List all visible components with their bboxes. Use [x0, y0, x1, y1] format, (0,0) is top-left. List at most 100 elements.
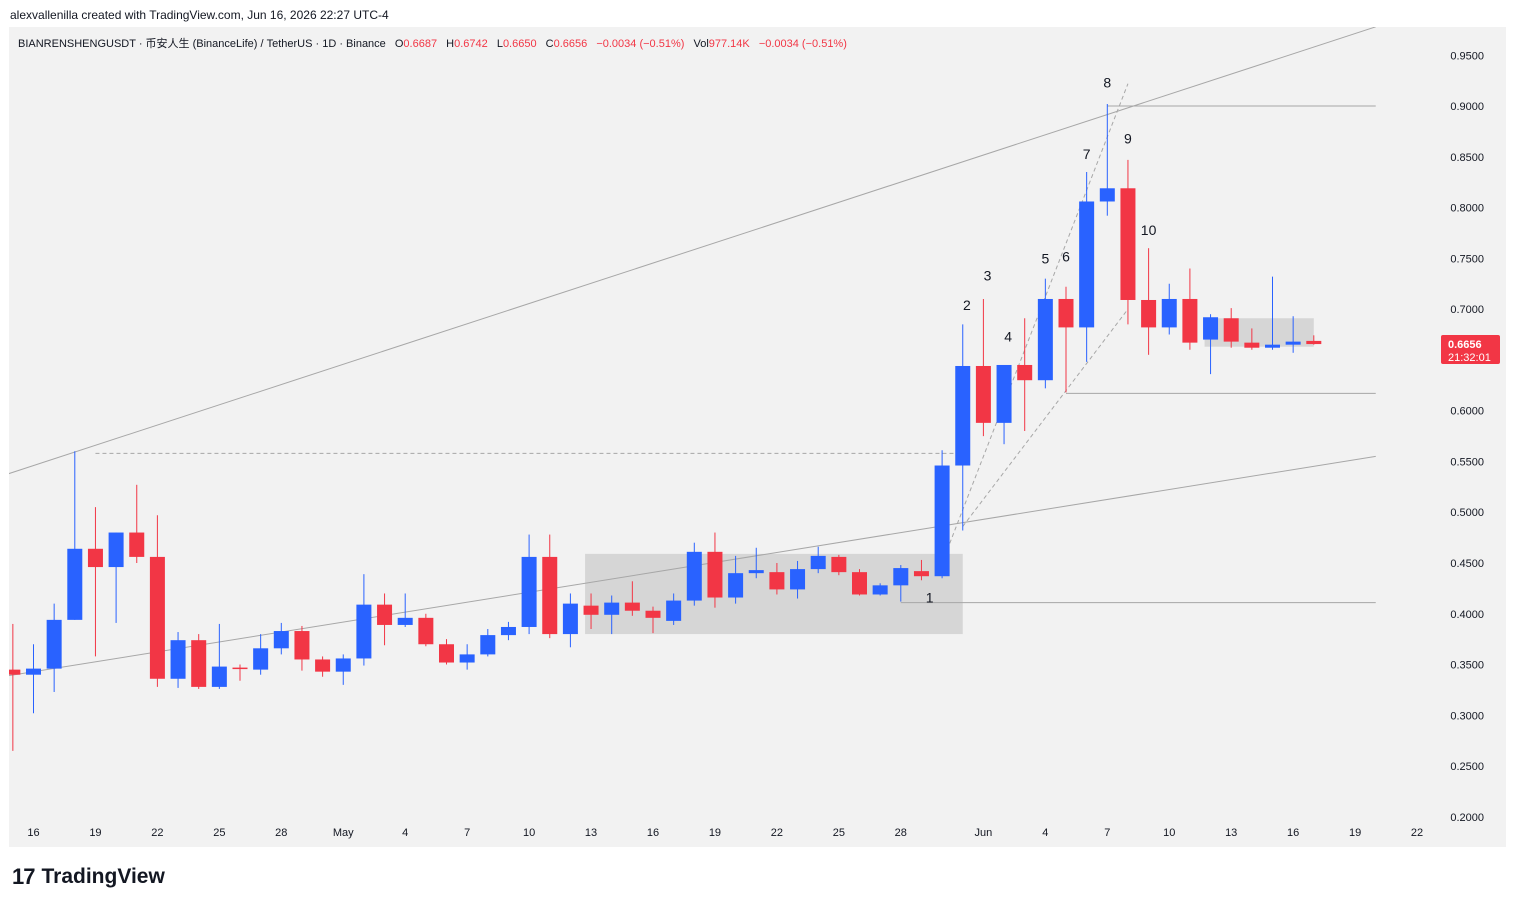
impulse-trendline	[941, 83, 1129, 564]
volume-change: −0.0034 (−0.51%)	[758, 38, 847, 50]
price-tick-label: 0.2500	[1450, 761, 1484, 773]
price-tick-label: 0.5000	[1450, 507, 1484, 519]
bullish-candle	[46, 603, 62, 692]
candle-body	[1099, 188, 1115, 202]
channel-trendline	[9, 27, 1376, 475]
candle-body	[87, 548, 103, 568]
wave-label-layer: 1 23 4 5 6 7 8 9 10	[926, 75, 1157, 606]
candle-body	[934, 465, 950, 577]
bullish-candle	[934, 450, 950, 579]
bullish-candle	[1285, 316, 1301, 353]
bullish-candle	[356, 574, 372, 666]
bearish-candle	[87, 507, 103, 657]
time-tick-label: 22	[771, 827, 783, 839]
bearish-candle	[9, 623, 21, 751]
bearish-candle	[831, 554, 847, 576]
bullish-candle	[666, 593, 682, 625]
candle-body	[542, 556, 558, 635]
candle-layer	[9, 103, 1322, 751]
candle-body	[1161, 298, 1177, 328]
open-label: O	[394, 38, 404, 50]
candle-body	[686, 551, 702, 601]
candle-body	[562, 603, 578, 635]
tradingview-logo-icon: 17	[12, 864, 36, 889]
bearish-candle	[149, 515, 165, 687]
candle-body	[500, 626, 516, 636]
wave-label: 8	[1103, 75, 1111, 91]
wave-label: 5	[1041, 250, 1049, 266]
candle-body	[1058, 298, 1074, 328]
zone-layer	[585, 318, 1314, 635]
candle-body	[335, 658, 351, 672]
bullish-candle	[1079, 172, 1095, 362]
candle-body	[1120, 188, 1136, 300]
candle-body	[191, 640, 207, 687]
last-price-badge	[1441, 335, 1500, 365]
candle-body	[975, 365, 991, 423]
bearish-candle	[232, 664, 248, 681]
bearish-candle	[583, 593, 599, 630]
wave-label: 7	[1083, 146, 1091, 162]
time-tick-label: 25	[213, 827, 225, 839]
time-tick-label: 25	[833, 827, 845, 839]
bullish-candle	[748, 547, 764, 579]
bearish-candle	[315, 656, 331, 677]
tradingview-branding[interactable]: 17 TradingView	[12, 864, 165, 890]
time-tick-label: 10	[523, 827, 535, 839]
candle-body	[769, 572, 785, 590]
time-tick-label: 13	[585, 827, 597, 839]
candle-body	[645, 610, 661, 618]
candle-body	[1285, 341, 1301, 345]
bearish-candle	[1223, 308, 1239, 348]
bullish-candle	[790, 560, 806, 599]
wave-label: 6	[1062, 248, 1070, 264]
price-tick-label: 0.9500	[1450, 50, 1484, 62]
bullish-candle	[1037, 278, 1053, 389]
candle-body	[1141, 299, 1157, 328]
bearish-candle	[624, 581, 640, 616]
bullish-candle	[253, 634, 269, 675]
candle-body	[1182, 298, 1198, 343]
time-tick-label: 4	[402, 827, 408, 839]
bullish-candle	[397, 593, 413, 627]
time-axis: 16 19 22 25 28 May 4 7 10 13 16 19 22 25 28 Jun 4 7 10 13 16…	[27, 827, 1423, 839]
price-tick-label: 0.4500	[1450, 558, 1484, 570]
volume-label: Vol	[693, 38, 709, 50]
candle-body	[232, 667, 248, 670]
time-tick-label: 28	[895, 827, 907, 839]
bearish-candle	[1244, 328, 1260, 350]
price-tick-label: 0.2000	[1450, 812, 1484, 824]
bullish-candle	[26, 644, 41, 714]
bullish-candle	[872, 583, 888, 596]
candle-body	[893, 568, 909, 586]
candle-body	[67, 548, 83, 620]
bullish-candle	[810, 546, 826, 574]
price-tick-label: 0.7000	[1450, 304, 1484, 316]
bearish-candle	[191, 634, 207, 689]
candle-body	[170, 640, 186, 679]
bullish-candle	[108, 532, 124, 623]
bearish-candle	[707, 532, 723, 608]
bullish-candle	[604, 595, 620, 635]
time-tick-label: 19	[709, 827, 721, 839]
bearish-candle	[913, 559, 929, 581]
chart-frame[interactable]	[9, 27, 1506, 847]
candle-body	[1079, 201, 1095, 328]
drawing-layer	[9, 27, 1376, 677]
wave-label: 9	[1124, 131, 1132, 147]
candle-body	[439, 644, 454, 663]
time-tick-label: 28	[275, 827, 287, 839]
time-tick-label: 13	[1225, 827, 1237, 839]
bullish-candle	[335, 654, 351, 685]
volume-value: 977.14K	[708, 38, 750, 50]
time-tick-label: 19	[1349, 827, 1361, 839]
candle-body	[666, 600, 682, 621]
bullish-candle	[170, 632, 186, 688]
bullish-candle	[728, 555, 744, 604]
time-tick-label: 16	[27, 827, 39, 839]
candle-body	[604, 602, 620, 615]
tradingview-wordmark: TradingView	[41, 865, 165, 888]
bearish-candle	[1017, 318, 1033, 431]
bar-countdown: 21:32:01	[1448, 352, 1491, 364]
